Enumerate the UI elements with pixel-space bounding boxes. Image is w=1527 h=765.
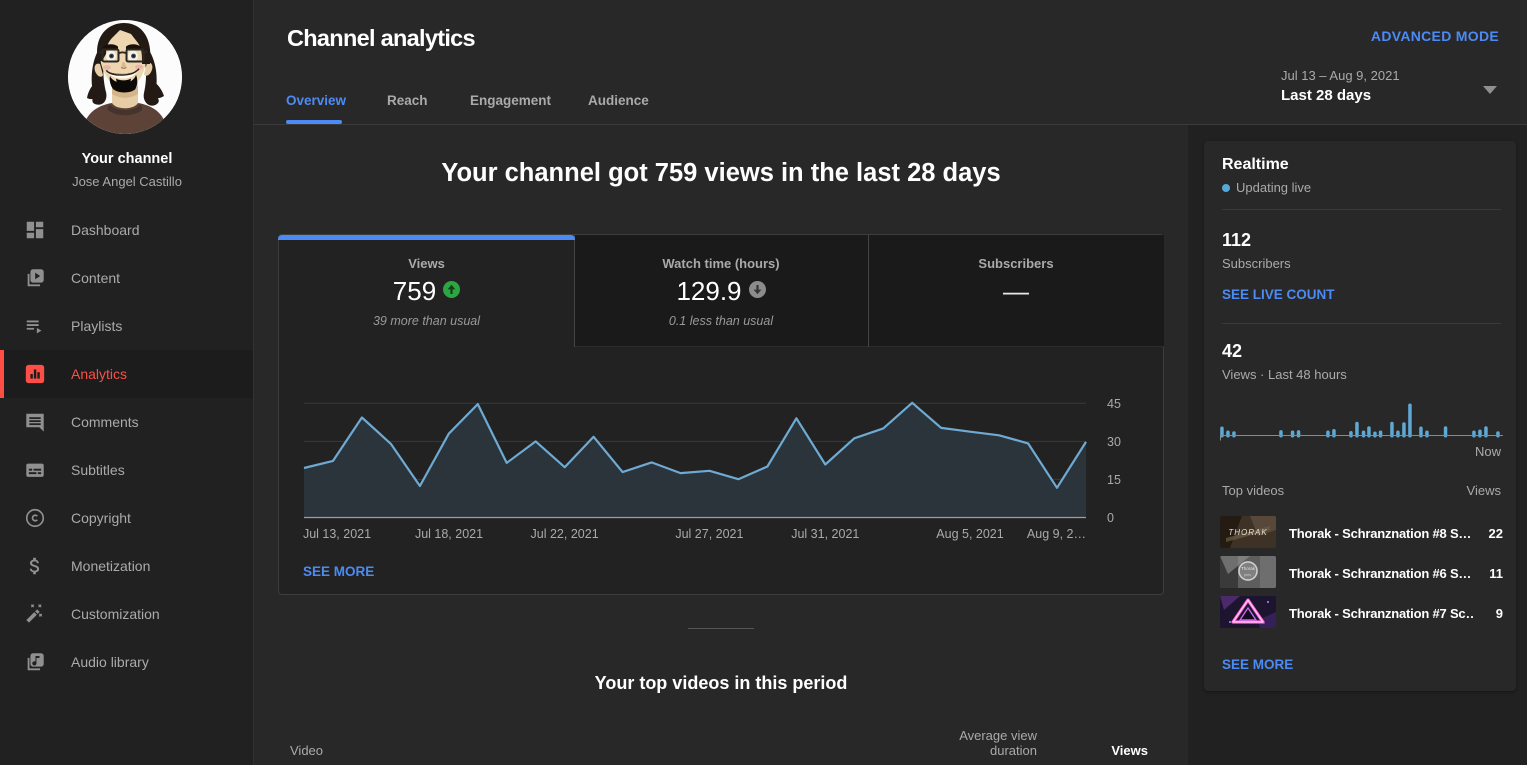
svg-text:Aug 9, 2…: Aug 9, 2… — [1027, 527, 1086, 541]
svg-text:Jul 27, 2021: Jul 27, 2021 — [675, 527, 743, 541]
svg-text:Jul 31, 2021: Jul 31, 2021 — [791, 527, 859, 541]
svg-text:pres.: pres. — [1244, 573, 1252, 577]
svg-text:Jul 18, 2021: Jul 18, 2021 — [415, 527, 483, 541]
svg-text:0: 0 — [1107, 511, 1114, 525]
svg-text:45: 45 — [1107, 397, 1121, 411]
svg-text:Thorak: Thorak — [1241, 566, 1256, 571]
svg-text:Aug 5, 2021: Aug 5, 2021 — [936, 527, 1003, 541]
svg-text:15: 15 — [1107, 473, 1121, 487]
svg-text:Jul 13, 2021: Jul 13, 2021 — [303, 527, 371, 541]
svg-text:Jul 22, 2021: Jul 22, 2021 — [531, 527, 599, 541]
svg-text:30: 30 — [1107, 435, 1121, 449]
svg-text:THORAK: THORAK — [1228, 528, 1267, 537]
